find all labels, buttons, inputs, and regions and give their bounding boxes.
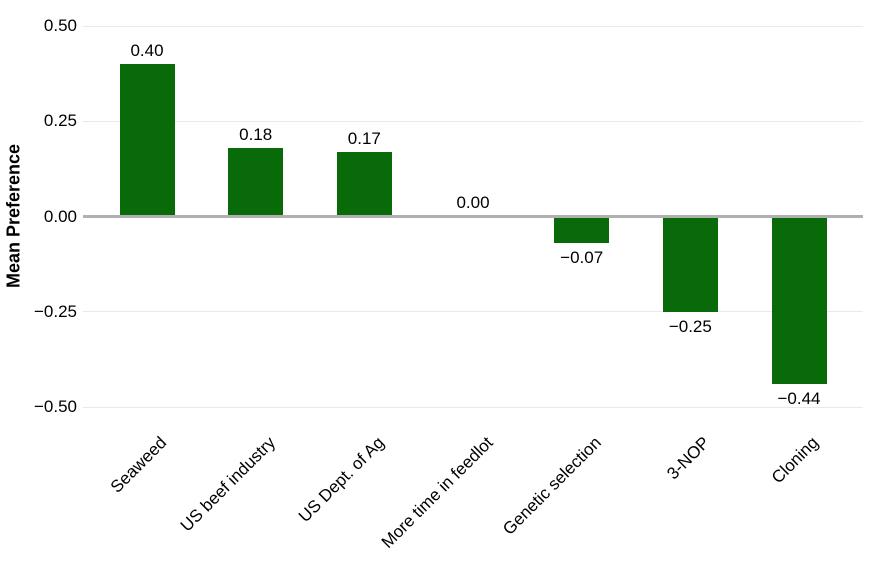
bar	[119, 64, 175, 217]
bar-value-text: −0.25	[668, 316, 712, 336]
bar-value-text: 0.17	[347, 128, 381, 148]
bar	[228, 147, 284, 217]
bar-value-text: 0.18	[239, 124, 273, 144]
y-gridline	[83, 406, 863, 408]
x-tick-text: Seaweed	[106, 433, 171, 497]
bar	[771, 216, 827, 385]
x-tick-text: More time in feedlot	[377, 433, 497, 553]
bar-value-text: −0.07	[560, 248, 604, 268]
y-tick-label: 0.00	[43, 206, 77, 226]
bar-value-text: −0.44	[777, 389, 821, 409]
bar	[336, 151, 392, 217]
x-tick-text: US Dept. of Ag	[294, 433, 388, 526]
bar	[554, 216, 610, 244]
x-tick-text: Genetic selection	[499, 433, 606, 539]
y-tick-label: −0.50	[33, 397, 77, 416]
bar	[662, 216, 718, 312]
y-tick-label: 0.25	[43, 111, 77, 131]
bar-value-text: 0.00	[456, 193, 490, 212]
y-gridline	[83, 25, 863, 27]
y-gridline	[83, 311, 863, 313]
zero-baseline	[83, 215, 863, 218]
y-gridline	[83, 120, 863, 122]
y-tick-label: −0.25	[33, 301, 77, 321]
x-tick-text: Cloning	[768, 433, 823, 488]
x-tick-text: US beef industry	[176, 433, 280, 536]
y-tick-label: 0.50	[43, 16, 77, 35]
x-tick-text: 3-NOP	[663, 433, 714, 484]
bar-value-text: 0.40	[130, 41, 164, 61]
